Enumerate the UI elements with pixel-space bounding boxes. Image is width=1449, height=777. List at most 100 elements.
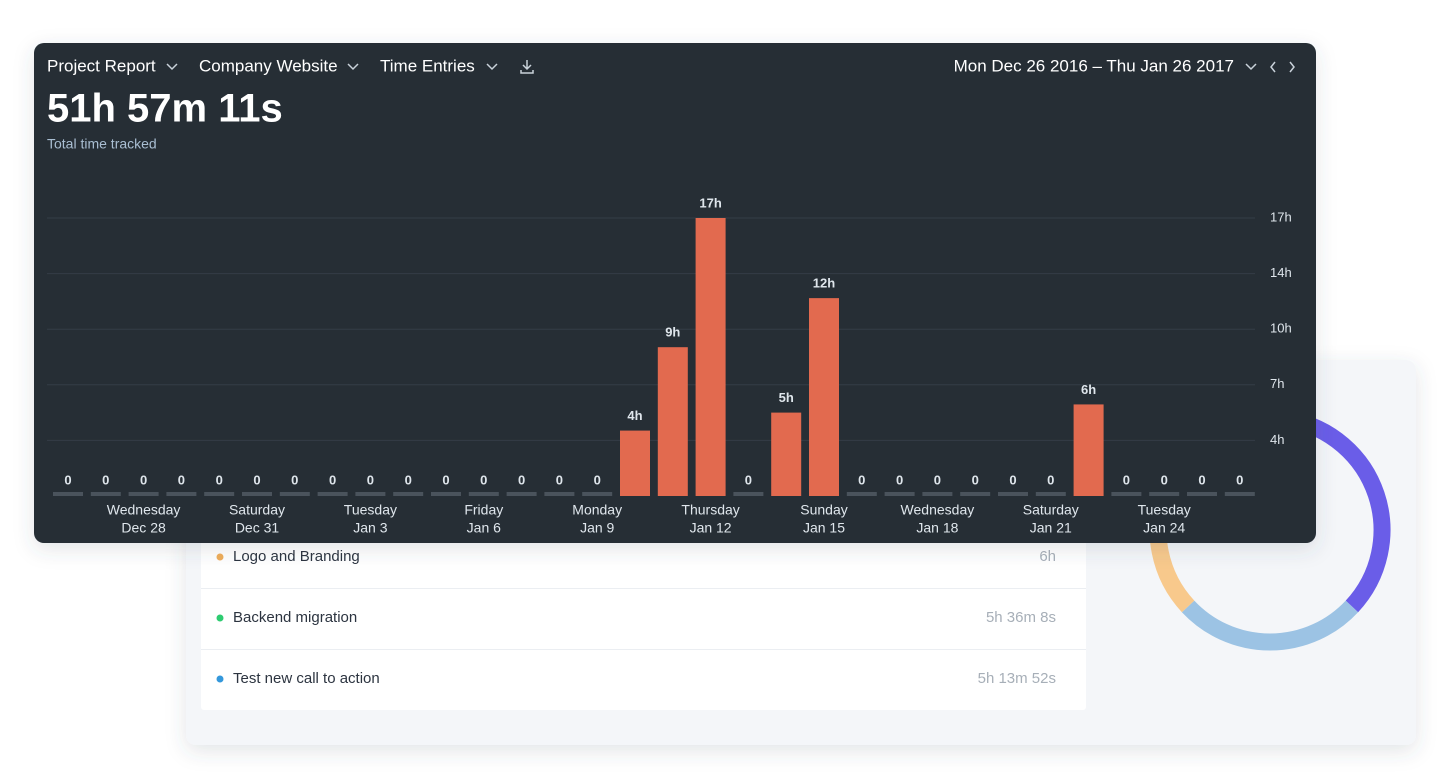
download-icon[interactable] <box>520 60 534 74</box>
value-label: 0 <box>1123 472 1130 487</box>
bar <box>355 492 386 496</box>
entry-duration: 6h <box>1039 548 1056 565</box>
x-tick-day: Friday <box>464 502 503 518</box>
value-label: 4h <box>627 408 642 423</box>
value-label: 12h <box>813 276 835 291</box>
value-label: 0 <box>934 472 941 487</box>
donut-segment <box>1287 411 1391 613</box>
x-tick-day: Thursday <box>681 502 739 518</box>
x-tick-day: Tuesday <box>1138 502 1191 518</box>
x-tick-day: Sunday <box>800 502 847 518</box>
entries: Logo and Branding 6h Backend migration 5h 3… <box>216 548 1056 687</box>
x-tick-date: Dec 31 <box>235 520 280 536</box>
x-tick-date: Dec 28 <box>121 520 166 536</box>
x-tick-day: Tuesday <box>344 502 397 518</box>
entry-name: Logo and Branding <box>233 548 360 565</box>
chevron-icon[interactable] <box>486 63 498 71</box>
next-icon[interactable] <box>1289 61 1295 73</box>
bar <box>771 412 802 496</box>
donut-segment <box>1181 600 1359 651</box>
prev-icon[interactable] <box>1270 61 1276 73</box>
bar <box>620 430 650 496</box>
entry-list <box>201 510 1086 710</box>
chart: 4h 7h 10h 14h 17h 0 0 0 Wednesday Dec 28 0 0 0 Saturd… <box>47 195 1292 536</box>
bar <box>317 492 348 496</box>
bar <box>582 492 613 496</box>
report-card <box>34 43 1316 543</box>
value-label: 0 <box>1198 472 1205 487</box>
date-range[interactable]: Mon Dec 26 2016 – Thu Jan 26 2017 <box>954 56 1234 75</box>
bar <box>695 218 726 496</box>
value-label: 0 <box>1009 472 1016 487</box>
value-label: 0 <box>896 472 903 487</box>
value-label: 0 <box>102 472 109 487</box>
value-label: 0 <box>367 472 374 487</box>
value-label: 0 <box>556 472 563 487</box>
bar <box>657 347 688 496</box>
y-tick-label: 7h <box>1270 376 1284 391</box>
value-label: 0 <box>178 472 185 487</box>
bar <box>1111 492 1142 496</box>
bar <box>506 492 537 496</box>
value-label: 0 <box>64 472 71 487</box>
value-label: 0 <box>518 472 525 487</box>
bar <box>1224 492 1255 496</box>
chevron-icon[interactable] <box>166 63 178 71</box>
bar <box>242 492 272 496</box>
value-label: 0 <box>291 472 298 487</box>
bar <box>1035 492 1066 496</box>
entry-duration: 5h 13m 52s <box>978 670 1056 687</box>
x-tick-date: Jan 12 <box>690 520 732 536</box>
x-tick-date: Jan 24 <box>1143 520 1185 536</box>
entry-name: Backend migration <box>233 609 357 626</box>
bar <box>90 492 121 496</box>
entry-dot <box>216 675 224 683</box>
value-label: 0 <box>858 472 865 487</box>
y-tick-label: 14h <box>1270 265 1292 280</box>
view-dropdown[interactable]: Time Entries <box>380 56 475 75</box>
x-tick-day: Wednesday <box>901 502 975 518</box>
bar <box>468 492 499 496</box>
value-label: 0 <box>442 472 449 487</box>
value-label: 0 <box>140 472 147 487</box>
x-tick-date: Jan 9 <box>580 520 614 536</box>
value-label: 0 <box>1047 472 1054 487</box>
y-tick-label: 17h <box>1270 209 1292 224</box>
bar <box>960 492 991 496</box>
bar <box>922 492 953 496</box>
bar <box>544 492 575 496</box>
value-label: 6h <box>1081 382 1096 397</box>
bar <box>884 492 915 496</box>
bar <box>1073 404 1104 496</box>
entry-dot <box>216 553 224 561</box>
value-label: 9h <box>665 325 680 340</box>
bar <box>53 492 83 496</box>
value-label: 0 <box>594 472 601 487</box>
bar <box>846 492 877 496</box>
x-tick-day: Wednesday <box>107 502 181 518</box>
bar <box>733 492 764 496</box>
total-label: Total time tracked <box>47 136 157 152</box>
value-label: 0 <box>329 472 336 487</box>
x-tick-date: Jan 18 <box>916 520 958 536</box>
x-tick-day: Saturday <box>229 502 285 518</box>
y-tick-label: 10h <box>1270 321 1292 336</box>
chevron-icon[interactable] <box>347 63 359 71</box>
total-time: 51h 57m 11s <box>47 87 283 131</box>
project-dropdown[interactable]: Company Website <box>199 56 338 75</box>
chevron-icon[interactable] <box>1245 63 1257 71</box>
entry-name: Test new call to action <box>233 670 380 687</box>
x-tick-day: Saturday <box>1023 502 1079 518</box>
x-tick-date: Jan 6 <box>467 520 501 536</box>
x-tick-date: Jan 3 <box>353 520 387 536</box>
entry-dot <box>216 614 224 622</box>
value-label: 17h <box>699 195 721 210</box>
x-tick-day: Monday <box>572 502 622 518</box>
bar <box>809 298 839 496</box>
bar <box>204 492 235 496</box>
value-label: 0 <box>480 472 487 487</box>
bar <box>998 492 1028 496</box>
bar <box>431 492 461 496</box>
report-dropdown[interactable]: Project Report <box>47 56 156 75</box>
